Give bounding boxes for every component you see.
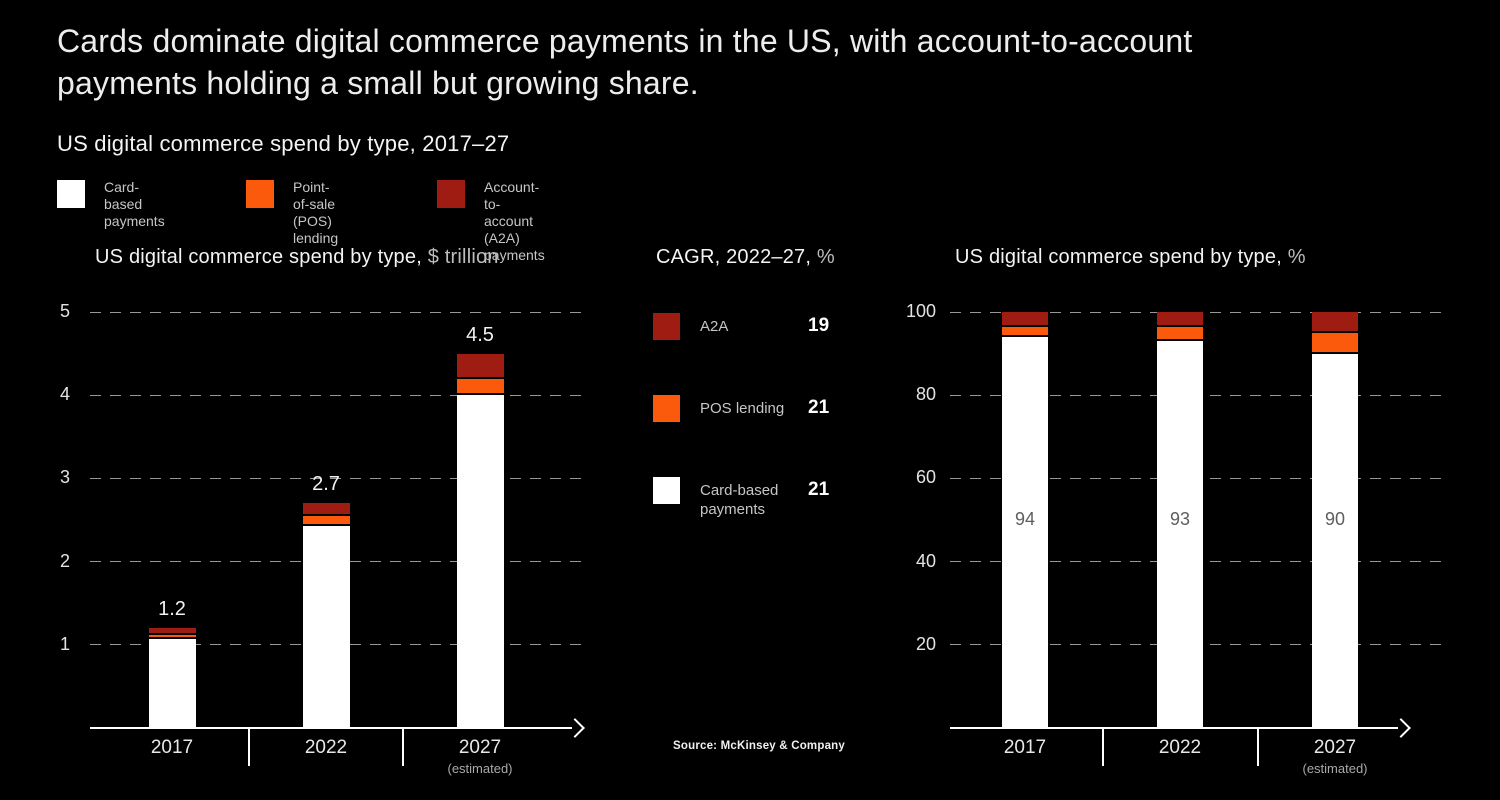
y-axis-tick-label: 1 [59, 633, 70, 654]
y-axis-tick-label: 3 [59, 467, 70, 488]
bar-segment-pos [1157, 326, 1203, 342]
bar-2017 [1002, 312, 1048, 728]
y-axis-tick-label: 60 [915, 467, 936, 488]
cagr-title: CAGR, 2022–27, % [656, 246, 835, 269]
x-axis-arrow-icon [1391, 718, 1411, 738]
bar-segment-pos [1002, 326, 1048, 337]
a2a-swatch-icon [653, 313, 680, 340]
bar-segment-card [1157, 341, 1203, 728]
y-axis-tick-label: 20 [915, 633, 936, 654]
bar-total-label: 4.5 [466, 323, 494, 346]
bar-total-label: 1.2 [158, 598, 186, 621]
bar-2017 [148, 628, 196, 728]
bar-segment-pos [302, 515, 350, 526]
cagr-row-pos: POS lending 21 [653, 395, 893, 453]
x-axis-category-label: 2027 [458, 737, 502, 758]
bar-total-label: 2.7 [312, 473, 340, 496]
bar-segment-pos [456, 378, 504, 396]
bar-segment-a2a [1002, 312, 1048, 327]
bar-segment-card [1312, 353, 1358, 728]
bar-segment-card [456, 395, 504, 728]
legend-label-pos: Point-of-sale (POS) lending [293, 179, 339, 246]
legend-label-card: Card-based payments [104, 179, 165, 229]
x-axis-tick [1256, 728, 1259, 766]
pos-swatch-icon [653, 395, 680, 422]
right-chart-title-main: US digital commerce spend by type, [955, 246, 1282, 268]
y-axis-tick-label: 100 [905, 301, 936, 321]
x-axis-estimated-note: (estimated) [1302, 761, 1368, 776]
gridline-3 [90, 477, 585, 479]
gridline-5 [90, 311, 585, 313]
bar-segment-a2a [1312, 312, 1358, 333]
page-title: Cards dominate digital commerce payments… [57, 20, 1397, 104]
y-axis-tick-label: 40 [915, 550, 936, 571]
bar-segment-a2a [148, 628, 196, 635]
left-chart-title: US digital commerce spend by type, $ tri… [95, 246, 499, 269]
page-title-line1: Cards dominate digital commerce payments… [57, 23, 1193, 59]
cagr-value-a2a: 19 [808, 315, 830, 336]
x-axis-tick [1101, 728, 1104, 766]
a2a-swatch-icon [437, 180, 465, 208]
cagr-row-card: Card-based payments 21 [653, 477, 893, 535]
cagr-value-card: 21 [808, 479, 830, 500]
bar-segment-a2a [302, 503, 350, 516]
bar-segment-a2a [1157, 312, 1203, 327]
y-axis-tick-label: 80 [915, 384, 936, 405]
x-axis-category-label: 2022 [1158, 737, 1202, 758]
bar-2027 [1312, 312, 1358, 728]
cagr-label-card: Card-based payments [700, 482, 779, 518]
bar-value-label: 94 [1014, 509, 1036, 529]
y-axis-tick-label: 2 [59, 550, 70, 571]
right-chart-title: US digital commerce spend by type, % [955, 246, 1306, 269]
x-axis-line [90, 727, 572, 729]
bar-value-label: 90 [1324, 509, 1346, 529]
bar-segment-card [302, 525, 350, 728]
pos-swatch-icon [246, 180, 274, 208]
left-chart-title-main: US digital commerce spend by type, [95, 246, 422, 268]
cagr-row-a2a: A2A 19 [653, 313, 893, 371]
legend-label-a2a: Account-to-account (A2A) payments [484, 179, 545, 263]
cagr-title-main: CAGR, 2022–27, [656, 246, 812, 268]
x-axis-line [950, 727, 1398, 729]
bar-segment-a2a [456, 353, 504, 379]
y-axis-tick-label: 5 [59, 301, 70, 321]
x-axis-category-label: 2022 [304, 737, 348, 758]
right-chart-title-unit: % [1281, 246, 1306, 268]
x-axis-category-label: 2017 [1003, 737, 1047, 758]
bar-segment-card [148, 638, 196, 728]
bar-2022 [1157, 312, 1203, 728]
x-axis-category-label: 2017 [150, 737, 194, 758]
y-axis-tick-label: 4 [59, 384, 70, 405]
bar-segment-card [1002, 336, 1048, 728]
page-title-line2: payments holding a small but growing sha… [57, 65, 699, 101]
cagr-title-unit: % [811, 246, 835, 268]
card-swatch-icon [57, 180, 85, 208]
left-chart-title-unit: $ trillion [421, 246, 499, 268]
bar-segment-pos [148, 634, 196, 639]
source-note: Source: McKinsey & Company [673, 740, 845, 752]
cagr-value-pos: 21 [808, 397, 830, 418]
chart-subtitle: US digital commerce spend by type, 2017–… [57, 131, 510, 156]
card-swatch-icon [653, 477, 680, 504]
x-axis-category-label: 2027 [1313, 737, 1357, 758]
gridline-4 [90, 394, 585, 396]
x-axis-estimated-note: (estimated) [447, 761, 513, 776]
bar-2027 [456, 353, 504, 728]
x-axis-tick [248, 728, 250, 766]
bar-segment-pos [1312, 332, 1358, 354]
bar-2022 [302, 503, 350, 728]
x-axis-tick [402, 728, 404, 766]
bar-value-label: 93 [1169, 509, 1191, 529]
cagr-label-a2a: A2A [700, 318, 729, 335]
x-axis-arrow-icon [565, 718, 585, 738]
cagr-label-pos: POS lending [700, 400, 785, 417]
